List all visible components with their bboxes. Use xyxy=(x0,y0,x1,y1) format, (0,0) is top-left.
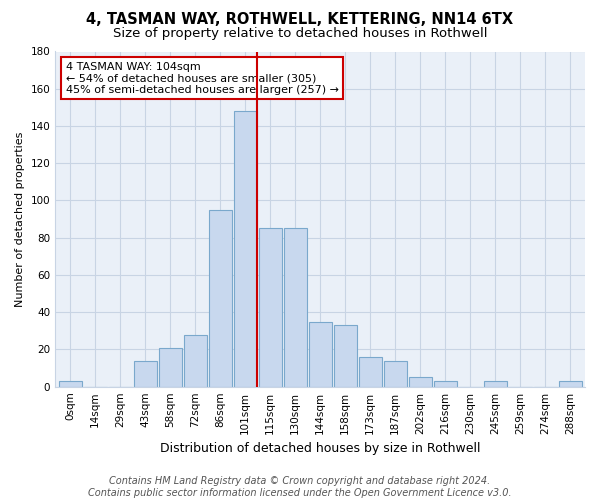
Bar xyxy=(209,210,232,386)
Bar xyxy=(284,228,307,386)
Bar xyxy=(134,360,157,386)
Y-axis label: Number of detached properties: Number of detached properties xyxy=(15,132,25,307)
Bar xyxy=(158,348,182,387)
Text: 4 TASMAN WAY: 104sqm
← 54% of detached houses are smaller (305)
45% of semi-deta: 4 TASMAN WAY: 104sqm ← 54% of detached h… xyxy=(66,62,339,95)
Bar xyxy=(59,381,82,386)
Bar xyxy=(559,381,581,386)
Text: 4, TASMAN WAY, ROTHWELL, KETTERING, NN14 6TX: 4, TASMAN WAY, ROTHWELL, KETTERING, NN14… xyxy=(86,12,514,28)
Text: Size of property relative to detached houses in Rothwell: Size of property relative to detached ho… xyxy=(113,28,487,40)
Bar xyxy=(308,322,332,386)
Bar xyxy=(233,111,257,386)
Bar xyxy=(359,357,382,386)
Bar xyxy=(484,381,506,386)
Text: Contains HM Land Registry data © Crown copyright and database right 2024.
Contai: Contains HM Land Registry data © Crown c… xyxy=(88,476,512,498)
Bar xyxy=(383,360,407,386)
Bar xyxy=(409,378,431,386)
Bar xyxy=(259,228,281,386)
Bar xyxy=(434,381,457,386)
Bar xyxy=(334,325,356,386)
Bar xyxy=(184,334,206,386)
X-axis label: Distribution of detached houses by size in Rothwell: Distribution of detached houses by size … xyxy=(160,442,481,455)
